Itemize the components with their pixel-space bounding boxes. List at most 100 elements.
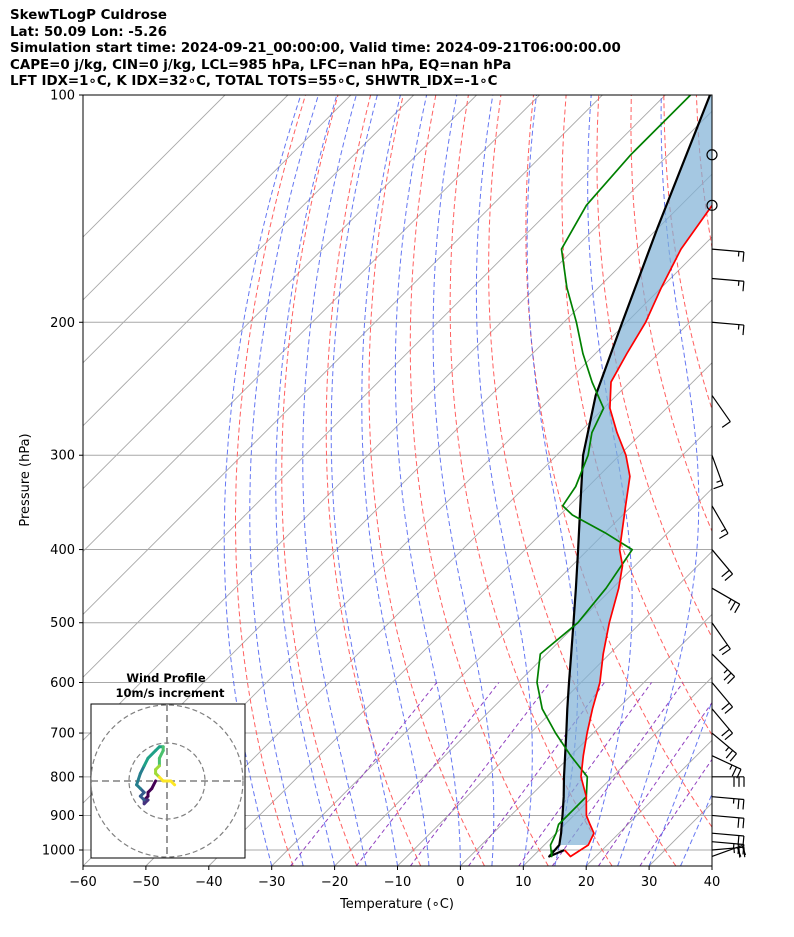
barb-flag xyxy=(721,728,730,737)
wind-barb xyxy=(711,587,741,614)
x-axis-label: Temperature (∘C) xyxy=(339,897,454,912)
y-tick-label: 700 xyxy=(50,727,75,742)
mixing-ratio-line xyxy=(355,682,500,866)
barb-half-flag xyxy=(720,528,726,533)
barb-flag xyxy=(721,702,730,711)
mixing-ratio-line xyxy=(468,682,605,866)
x-tick-label: 30 xyxy=(641,875,658,890)
dry-adiabat xyxy=(409,95,549,866)
wind-barb xyxy=(711,622,731,656)
isotherm-line xyxy=(83,95,477,490)
moist-adiabat xyxy=(330,95,398,866)
barb-flag xyxy=(725,750,734,759)
y-tick-label: 900 xyxy=(50,809,75,824)
wind-barb xyxy=(711,708,734,741)
isotherm-line xyxy=(83,110,712,741)
convective-parameters: CAPE=0 j/kg, CIN=0 j/kg, LCL=985 hPa, LF… xyxy=(10,57,512,73)
barb-flag xyxy=(713,484,724,490)
barb-flag xyxy=(742,835,745,846)
y-tick-label: 500 xyxy=(50,616,75,631)
wind-barbs xyxy=(706,149,747,858)
isotherm-line xyxy=(271,425,712,866)
y-tick-label: 800 xyxy=(50,770,75,785)
barb-flag xyxy=(742,281,745,292)
dry-adiabat xyxy=(488,95,677,866)
dry-adiabat xyxy=(235,95,306,866)
barb-flag xyxy=(718,644,728,652)
wind-barb xyxy=(711,796,745,810)
moist-adiabat xyxy=(526,95,579,866)
moist-adiabat xyxy=(275,95,338,866)
mixing-ratio-line xyxy=(518,682,653,866)
mixing-ratio-line xyxy=(639,758,712,866)
barb-flag xyxy=(723,672,732,681)
moist-adiabat xyxy=(680,792,712,866)
barb-flag xyxy=(721,569,730,578)
barb-flag xyxy=(737,817,740,828)
x-tick-label: 0 xyxy=(456,875,464,890)
isotherm-line xyxy=(83,95,603,616)
chart-header: SkewTLogP Culdrose Lat: 50.09 Lon: -5.26… xyxy=(10,8,621,91)
x-tick-label: −30 xyxy=(258,875,285,890)
barb-shaft xyxy=(711,321,744,326)
calm-wind-marker xyxy=(706,199,718,211)
dry-adiabat xyxy=(525,95,712,828)
y-tick-label: 300 xyxy=(50,449,75,464)
temperature-line xyxy=(563,204,712,858)
wind-barb xyxy=(711,732,737,762)
wind-barb xyxy=(711,814,745,829)
dry-adiabat xyxy=(663,95,712,411)
dry-adiabat xyxy=(281,95,358,866)
dry-adiabat xyxy=(596,95,712,639)
isotherm-line xyxy=(83,95,289,301)
moist-adiabat xyxy=(302,95,367,866)
location-coordinates: Lat: 50.09 Lon: -5.26 xyxy=(10,24,167,40)
dry-adiabat xyxy=(762,95,794,866)
hodograph-trace-segment xyxy=(169,779,177,787)
isotherm-line xyxy=(83,95,666,678)
isotherm-line xyxy=(522,676,712,866)
barb-flag xyxy=(727,676,736,685)
barb-flag xyxy=(724,732,733,741)
isotherm-line xyxy=(397,550,712,866)
isotherm-line xyxy=(711,865,712,866)
hodograph-trace-segment xyxy=(146,749,158,760)
moist-adiabat xyxy=(361,95,430,866)
barb-half-flag xyxy=(728,598,732,604)
wind-barb xyxy=(711,682,734,714)
barb-flag xyxy=(737,844,740,855)
barb-flag xyxy=(738,847,741,858)
cape-fill xyxy=(559,95,712,845)
barb-shaft xyxy=(711,587,741,605)
wind-barb xyxy=(711,395,731,428)
x-tick-label: −40 xyxy=(195,875,222,890)
moist-adiabat xyxy=(249,95,319,866)
barb-flag xyxy=(742,844,745,855)
wind-barb xyxy=(712,776,745,787)
chart-title: SkewTLogP Culdrose xyxy=(10,8,167,23)
wind-barb xyxy=(711,505,729,540)
dry-adiabat xyxy=(368,95,485,866)
hodograph-title: Wind Profile xyxy=(126,671,206,685)
x-tick-label: −20 xyxy=(321,875,348,890)
barb-flag xyxy=(736,768,742,779)
dewpoint-line xyxy=(536,95,692,858)
barb-half-flag xyxy=(716,480,722,483)
x-tick-label: 10 xyxy=(515,875,532,890)
barb-shaft xyxy=(711,732,737,755)
barb-flag xyxy=(721,421,731,428)
barb-flag xyxy=(742,818,745,829)
barb-flag xyxy=(742,799,745,810)
calm-wind-marker xyxy=(706,149,718,161)
dry-adiabat xyxy=(449,95,613,866)
barb-flag xyxy=(724,706,733,714)
hodograph-inset: Wind Profile 10m/s increment xyxy=(90,671,246,859)
isotherm-line xyxy=(83,95,352,364)
isotherm-line xyxy=(83,95,415,427)
isotherm-line xyxy=(83,95,540,553)
isotherm-line xyxy=(775,95,794,866)
barb-flag xyxy=(742,251,745,262)
wind-barb xyxy=(711,549,734,581)
x-tick-label: −10 xyxy=(384,875,411,890)
barb-shaft xyxy=(711,248,744,253)
